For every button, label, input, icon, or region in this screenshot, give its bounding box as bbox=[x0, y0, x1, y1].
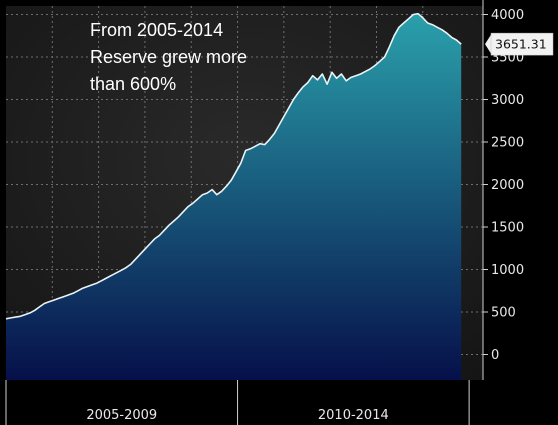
series-area-fill bbox=[6, 13, 462, 380]
xaxis-band bbox=[0, 380, 483, 425]
series-line bbox=[5, 12, 462, 320]
last-value-label: 3651.31 bbox=[495, 37, 547, 52]
y-tick-label-2: 1000 bbox=[491, 263, 524, 278]
annotation-line-1: Reserve grew more bbox=[90, 47, 247, 67]
last-value-callout: 3651.31 bbox=[485, 32, 554, 56]
annotation-line-2: than 600% bbox=[90, 74, 176, 94]
y-tick-label-1: 500 bbox=[491, 306, 516, 321]
x-axis: 2005-2009 2010-2014 bbox=[5, 380, 470, 425]
x-period-label-1: 2010-2014 bbox=[318, 408, 389, 423]
annotation-line-0: From 2005-2014 bbox=[90, 20, 223, 40]
y-tick-label-6: 3000 bbox=[491, 93, 524, 108]
y-tick-label-0: 0 bbox=[491, 348, 499, 363]
series-area bbox=[5, 12, 462, 380]
callout-pointer bbox=[485, 33, 492, 56]
annotation: From 2005-2014 Reserve grew more than 600% bbox=[90, 20, 247, 94]
callout-box bbox=[490, 32, 554, 56]
y-tick-label-5: 2500 bbox=[491, 136, 524, 151]
y-tick-label-3: 1500 bbox=[491, 221, 524, 236]
y-tick-label-8: 4000 bbox=[491, 8, 524, 23]
y-tick-label-4: 2000 bbox=[491, 178, 524, 193]
x-period-label-0: 2005-2009 bbox=[86, 408, 157, 423]
